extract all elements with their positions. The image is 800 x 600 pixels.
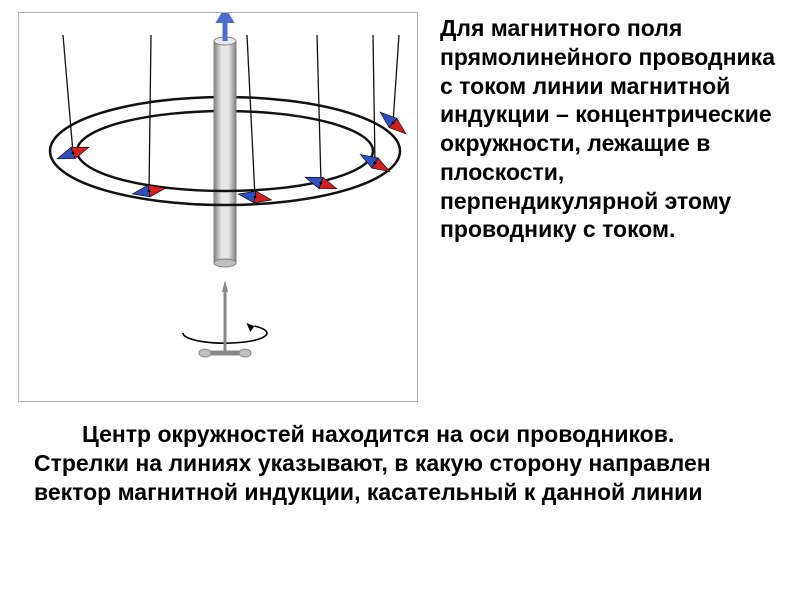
side-paragraph: Для магнитного поля прямолинейного прово… xyxy=(440,14,780,244)
diagram-frame xyxy=(18,12,418,402)
bottom-paragraph: Центр окружностей находится на оси прово… xyxy=(34,420,774,506)
magnetic-field-diagram xyxy=(19,13,419,403)
bottom-line-1: Центр окружностей находится на оси прово… xyxy=(34,420,774,449)
bottom-line-2: Стрелки на линиях указывают, в какую сто… xyxy=(34,449,774,507)
